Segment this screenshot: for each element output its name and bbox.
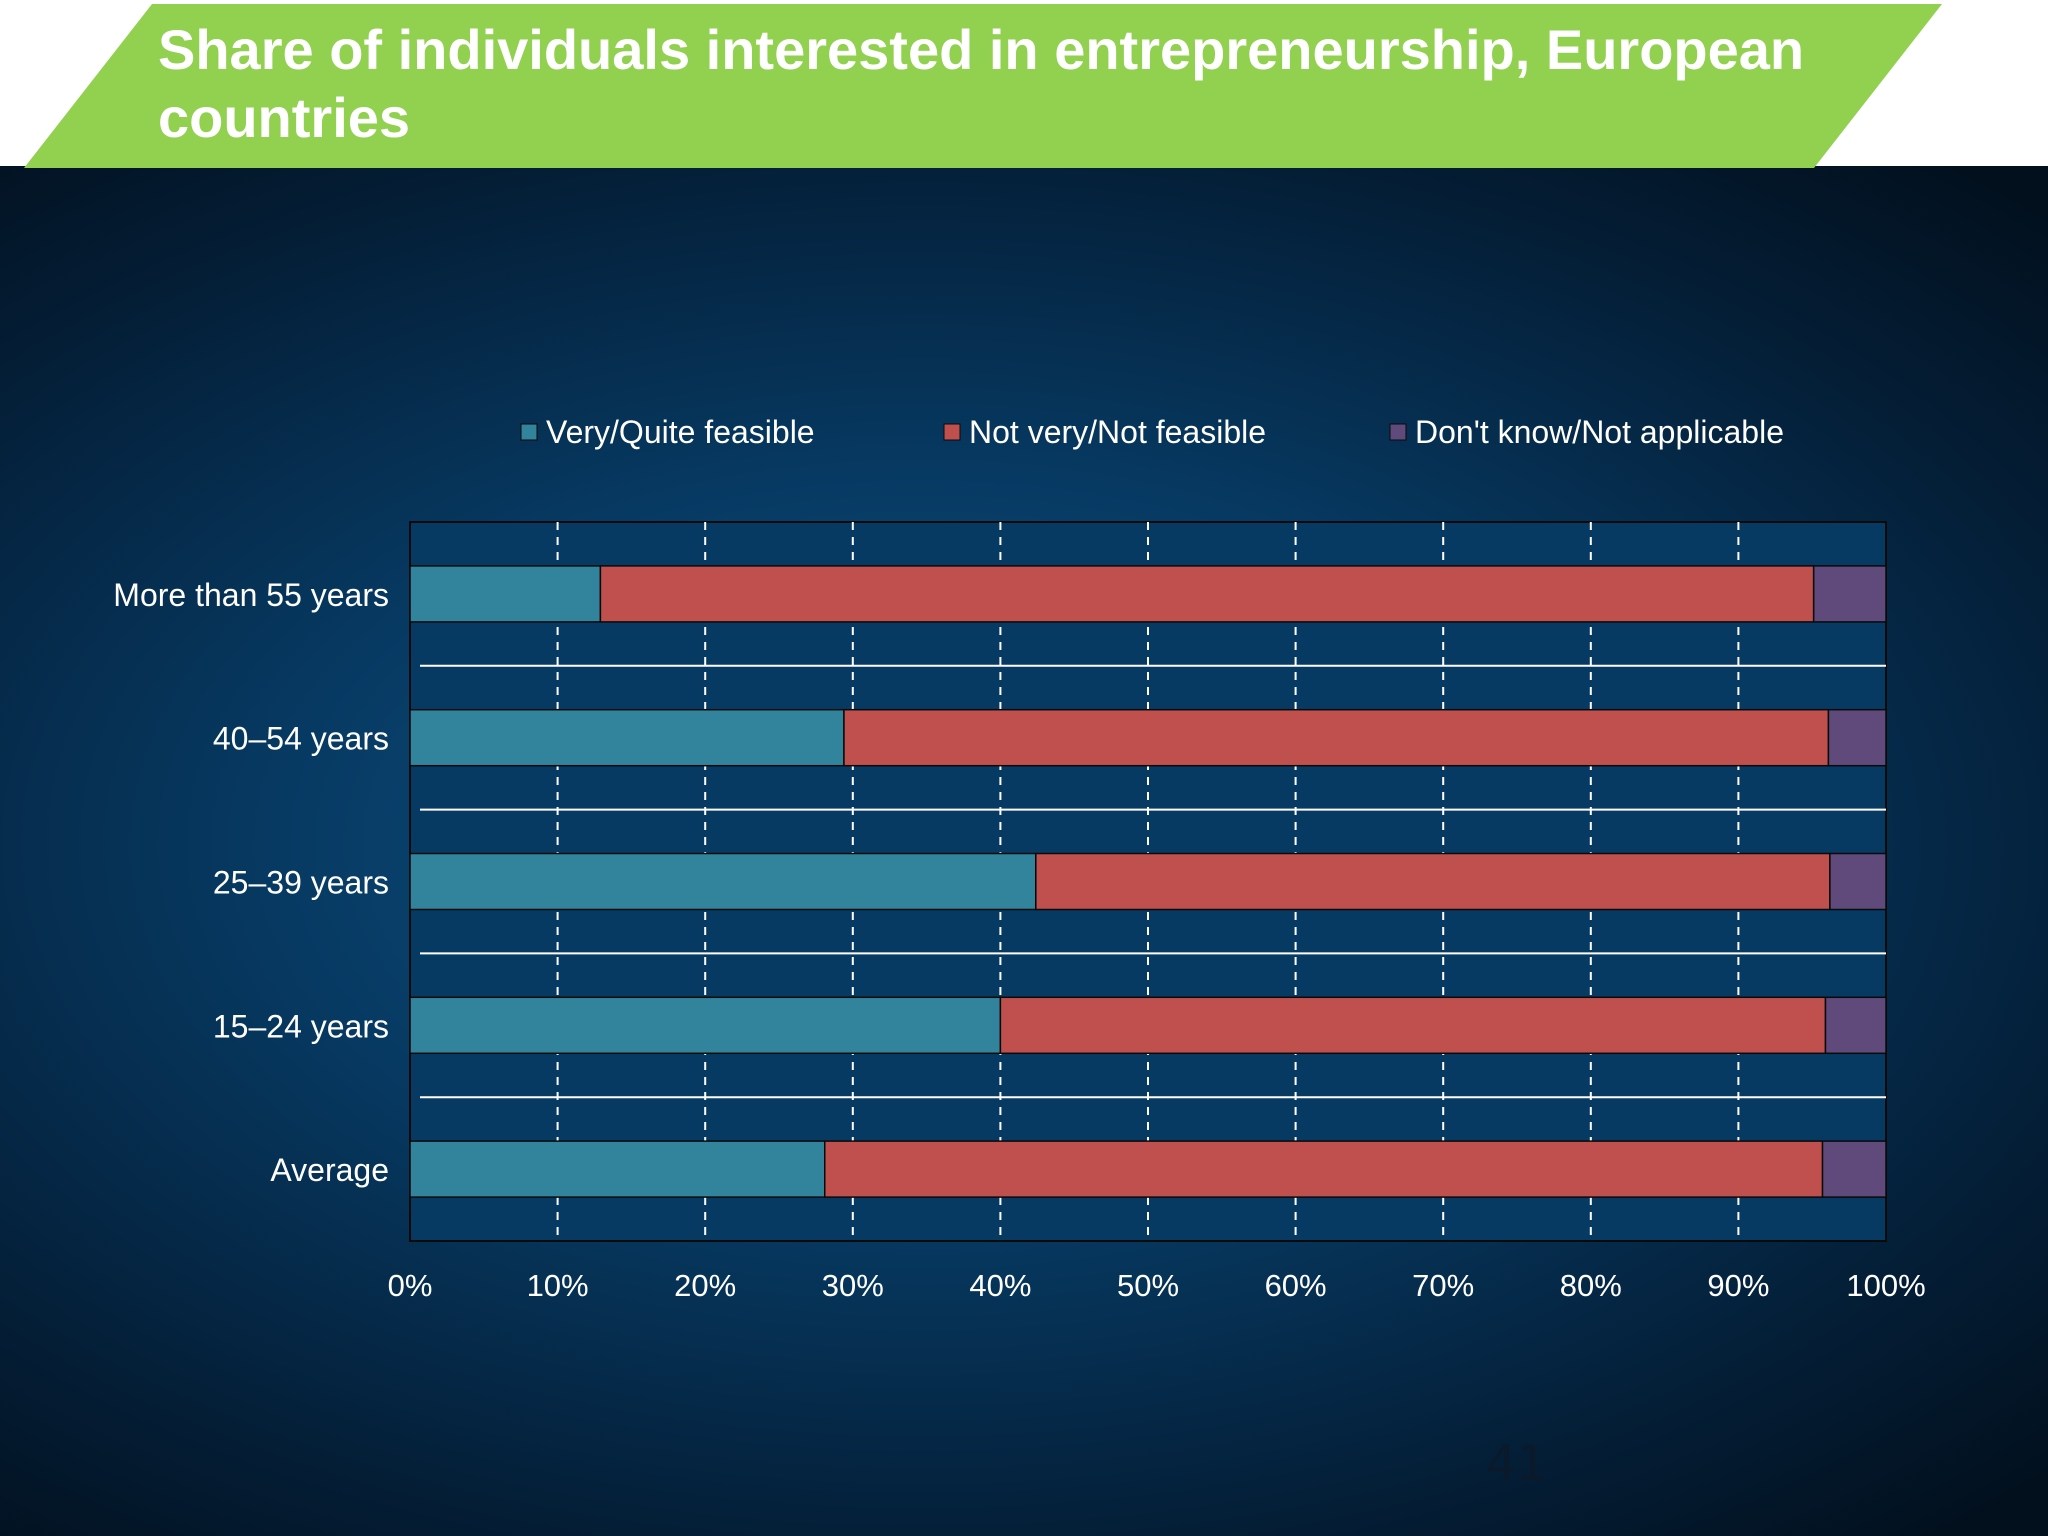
- x-tick-label: 40%: [969, 1268, 1031, 1303]
- bar-segment: [409, 852, 1037, 911]
- x-tick-label: 100%: [1846, 1268, 1925, 1303]
- bar-segment: [1824, 996, 1887, 1055]
- legend-swatch: [520, 423, 538, 441]
- x-tick-label: 80%: [1560, 1268, 1622, 1303]
- bar-segment: [1812, 565, 1887, 623]
- category-label: 40–54 years: [213, 721, 389, 757]
- bar-segment: [1035, 852, 1831, 911]
- x-tick-label: 90%: [1707, 1268, 1769, 1303]
- category-label: More than 55 years: [113, 577, 389, 613]
- bar-segment: [1827, 708, 1887, 767]
- category-label: 25–39 years: [213, 865, 389, 901]
- bar-segment: [599, 565, 1815, 623]
- legend-label: Not very/Not feasible: [969, 414, 1266, 450]
- slide-title: Share of individuals interested in entre…: [158, 18, 1805, 149]
- x-tick-label: 10%: [527, 1268, 589, 1303]
- category-label: Average: [270, 1152, 389, 1188]
- category-label: 15–24 years: [213, 1008, 389, 1044]
- bar-segment: [999, 996, 1827, 1055]
- x-tick-label: 70%: [1412, 1268, 1474, 1303]
- legend-label: Don't know/Not applicable: [1415, 414, 1784, 450]
- bar-segment: [409, 565, 602, 623]
- x-tick-label: 0%: [388, 1268, 433, 1303]
- legend-swatch: [1389, 423, 1407, 441]
- x-tick-label: 60%: [1265, 1268, 1327, 1303]
- bar-segment: [409, 708, 845, 767]
- x-tick-label: 30%: [822, 1268, 884, 1303]
- bar-segment: [1829, 852, 1887, 911]
- legend-label: Very/Quite feasible: [546, 414, 815, 450]
- bar-segment: [1821, 1140, 1887, 1198]
- bar-segment: [409, 1140, 826, 1198]
- bar-segment: [843, 708, 1830, 767]
- bar-segment: [409, 996, 1002, 1055]
- legend-swatch: [943, 423, 961, 441]
- x-tick-label: 50%: [1117, 1268, 1179, 1303]
- page-number: 41: [1486, 1436, 1548, 1492]
- x-tick-label: 20%: [674, 1268, 736, 1303]
- bar-segment: [824, 1140, 1824, 1198]
- title-banner: [24, 4, 1942, 168]
